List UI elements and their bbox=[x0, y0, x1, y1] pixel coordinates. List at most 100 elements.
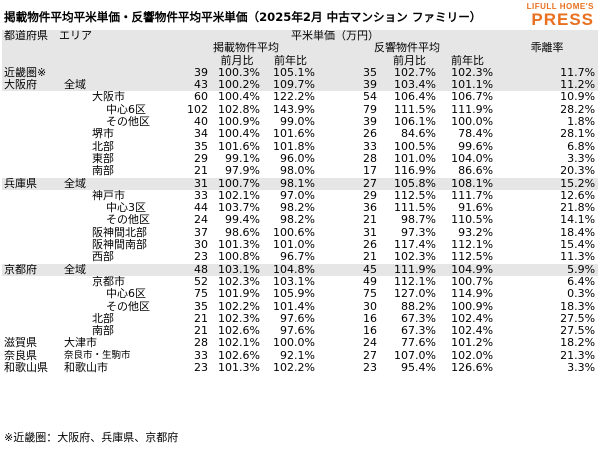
header-blank bbox=[496, 30, 599, 43]
listed-mom-cell: 97.9% bbox=[225, 165, 260, 178]
header-blank bbox=[2, 42, 174, 55]
table-row: 阪神間北部 37 98.6% 100.6% 31 97.3% 93.2% 18.4% bbox=[2, 227, 598, 239]
response-price-cell: 17 bbox=[363, 165, 377, 178]
area-name: 阪神間北部 bbox=[92, 226, 147, 239]
listed-yoy-cell: 103.1% bbox=[273, 275, 315, 288]
response-yoy-cell: 100.7% bbox=[451, 275, 494, 288]
response-yoy-cell: 104.0% bbox=[451, 152, 494, 165]
area-name: 中心6区 bbox=[106, 103, 146, 116]
response-yoy-cell: 100.0% bbox=[451, 116, 494, 129]
response-yoy-cell: 111.7% bbox=[451, 189, 494, 202]
listed-price-cell: 35 bbox=[194, 300, 208, 313]
prefecture-name bbox=[2, 128, 64, 140]
response-price-cell: 39 bbox=[318, 79, 380, 92]
chart-title: 掲載物件平均平米単価・反響物件平均平米単価（2025年2月 中古マンション ファ… bbox=[4, 10, 482, 24]
header-response-mom: 前月比 bbox=[380, 54, 439, 67]
area-name: 全域 bbox=[64, 79, 174, 92]
area-name: 全域 bbox=[64, 177, 174, 190]
table-row: 大阪市 60 100.4% 122.2% 54 106.4% 106.7% 10.9% bbox=[2, 91, 598, 103]
divergence-cell: 15.4% bbox=[560, 239, 596, 252]
response-yoy-cell: 101.2% bbox=[451, 337, 494, 350]
divergence-cell: 18.2% bbox=[560, 337, 596, 350]
listed-mom-cell: 100.9% bbox=[218, 116, 260, 129]
prefecture-name: 大阪府 bbox=[2, 79, 64, 92]
area-name: 東部 bbox=[92, 152, 114, 165]
area-name: 阪神間南部 bbox=[92, 239, 147, 252]
listed-yoy-cell: 98.1% bbox=[263, 177, 318, 190]
divergence-cell: 28.2% bbox=[560, 103, 596, 116]
header-area: 都道府県 エリア bbox=[2, 30, 174, 43]
divergence-cell: 5.9% bbox=[496, 263, 599, 276]
table-row: 東部 29 99.1% 96.0% 28 101.0% 104.0% 3.3% bbox=[2, 153, 598, 165]
prefecture-name bbox=[2, 153, 64, 165]
divergence-cell: 11.7% bbox=[496, 66, 599, 80]
listed-mom-cell: 102.3% bbox=[218, 275, 260, 288]
header-blank bbox=[318, 54, 380, 67]
listed-mom-cell: 100.4% bbox=[218, 128, 260, 141]
table-row: その他区 35 102.2% 101.4% 30 88.2% 100.9% 18.3% bbox=[2, 301, 598, 313]
area-name: 中心3区 bbox=[106, 202, 146, 215]
prefecture-name bbox=[2, 276, 64, 288]
response-yoy-cell: 93.2% bbox=[458, 226, 494, 239]
listed-yoy-cell: 97.0% bbox=[280, 189, 315, 202]
listed-price-cell: 75 bbox=[194, 288, 208, 301]
table-row: 中心6区 102 102.8% 143.9% 79 111.5% 111.9% 28.2% bbox=[2, 104, 598, 116]
listed-mom-cell: 102.1% bbox=[218, 337, 260, 350]
listed-mom-cell: 102.6% bbox=[218, 325, 260, 338]
listed-yoy-cell: 122.2% bbox=[273, 91, 315, 104]
listed-price-cell: 102 bbox=[187, 103, 208, 116]
response-mom-cell: 111.5% bbox=[394, 202, 436, 215]
area-name: 西部 bbox=[92, 251, 114, 264]
response-mom-cell: 98.7% bbox=[401, 214, 436, 227]
response-yoy-cell: 110.5% bbox=[451, 214, 494, 227]
listed-price-cell: 29 bbox=[194, 152, 208, 165]
response-price-cell: 35 bbox=[318, 66, 380, 80]
response-yoy-cell: 102.4% bbox=[451, 325, 494, 338]
header-blank bbox=[496, 54, 599, 67]
listed-price-cell: 40 bbox=[194, 116, 208, 129]
listed-yoy-cell: 102.2% bbox=[273, 362, 315, 375]
response-mom-cell: 106.4% bbox=[394, 91, 436, 104]
listed-yoy-cell: 97.6% bbox=[280, 312, 315, 325]
listed-price-cell: 24 bbox=[194, 214, 208, 227]
prefecture-name bbox=[2, 91, 64, 103]
response-mom-cell: 67.3% bbox=[401, 325, 436, 338]
table-row: 西部 23 100.8% 96.7% 21 102.3% 112.5% 11.3% bbox=[2, 251, 598, 263]
response-yoy-cell: 106.7% bbox=[451, 91, 494, 104]
listed-mom-cell: 99.4% bbox=[225, 214, 260, 227]
listed-yoy-cell: 105.9% bbox=[273, 288, 315, 301]
prefecture-name bbox=[2, 214, 64, 226]
listed-mom-cell: 100.7% bbox=[211, 177, 263, 190]
table-row: その他区 24 99.4% 98.2% 21 98.7% 110.5% 14.1% bbox=[2, 214, 598, 226]
logo-main-text: PRESS bbox=[531, 10, 594, 29]
divergence-cell: 6.8% bbox=[567, 140, 596, 153]
header-blank bbox=[2, 54, 211, 67]
prefecture-name: 和歌山県 bbox=[4, 362, 48, 375]
prefecture-name bbox=[2, 288, 64, 300]
prefecture-name bbox=[2, 227, 64, 239]
divergence-cell: 21.8% bbox=[560, 202, 596, 215]
response-yoy-cell: 78.4% bbox=[458, 128, 494, 141]
listed-yoy-cell: 101.0% bbox=[273, 239, 315, 252]
listed-yoy-cell: 98.2% bbox=[280, 202, 315, 215]
response-yoy-cell: 100.9% bbox=[451, 300, 494, 313]
header-divergence: 乖離率 bbox=[496, 42, 599, 55]
table-row: 中心6区 75 101.9% 105.9% 75 127.0% 114.9% 0.3% bbox=[2, 288, 598, 300]
listed-mom-cell: 102.8% bbox=[218, 103, 260, 116]
response-price-cell: 23 bbox=[363, 362, 377, 375]
area-name: その他区 bbox=[106, 300, 150, 313]
response-yoy-cell: 102.0% bbox=[451, 349, 494, 362]
response-mom-cell: 102.7% bbox=[380, 66, 439, 80]
response-price-cell: 75 bbox=[363, 288, 377, 301]
table-row: 阪神間南部 30 101.3% 101.0% 26 117.4% 112.1% 15.4% bbox=[2, 239, 598, 251]
listed-yoy-cell: 143.9% bbox=[273, 103, 315, 116]
divergence-cell: 1.8% bbox=[567, 116, 596, 129]
response-price-cell: 54 bbox=[363, 91, 377, 104]
response-mom-cell: 103.4% bbox=[380, 79, 439, 92]
listed-yoy-cell: 101.6% bbox=[273, 128, 315, 141]
prefecture-name: 京都府 bbox=[2, 263, 64, 276]
area-name: 奈良市・生駒市 bbox=[64, 349, 131, 361]
prefecture-name: 滋賀県 bbox=[4, 337, 37, 350]
response-price-cell: 39 bbox=[363, 116, 377, 129]
listed-mom-cell: 102.3% bbox=[218, 312, 260, 325]
